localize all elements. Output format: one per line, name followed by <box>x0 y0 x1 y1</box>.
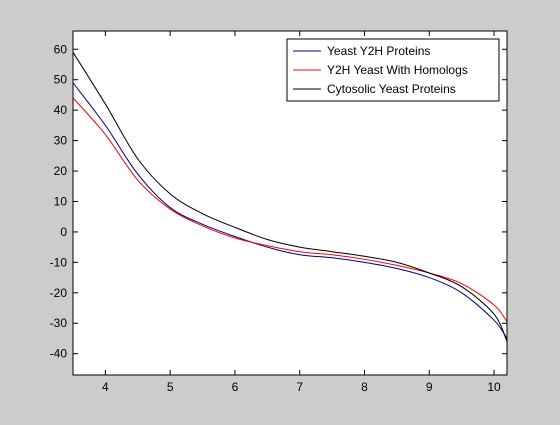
y-tick-label: -40 <box>50 347 68 361</box>
y-tick-label: 30 <box>54 134 68 148</box>
x-tick-label: 8 <box>361 380 368 394</box>
x-tick-label: 9 <box>426 380 433 394</box>
y-tick-label: -10 <box>50 255 68 269</box>
y-tick-label: -30 <box>50 316 68 330</box>
legend-label-1: Y2H Yeast With Homologs <box>327 63 468 77</box>
y-tick-label: 0 <box>60 225 67 239</box>
y-tick-label: 40 <box>54 103 68 117</box>
legend-label-0: Yeast Y2H Proteins <box>327 44 430 58</box>
y-tick-label: -20 <box>50 286 68 300</box>
legend: Yeast Y2H Proteins Y2H Yeast With Homolog… <box>287 39 499 101</box>
y-tick-label: 20 <box>54 164 68 178</box>
x-tick-label: 7 <box>296 380 303 394</box>
y-tick-label: 60 <box>54 42 68 56</box>
x-tick-label: 4 <box>102 380 109 394</box>
x-tick-label: 5 <box>167 380 174 394</box>
x-tick-label: 10 <box>487 380 501 394</box>
y-tick-label: 10 <box>54 194 68 208</box>
legend-label-2: Cytosolic Yeast Proteins <box>327 82 456 96</box>
x-tick-label: 6 <box>232 380 239 394</box>
y-tick-label: 50 <box>54 73 68 87</box>
